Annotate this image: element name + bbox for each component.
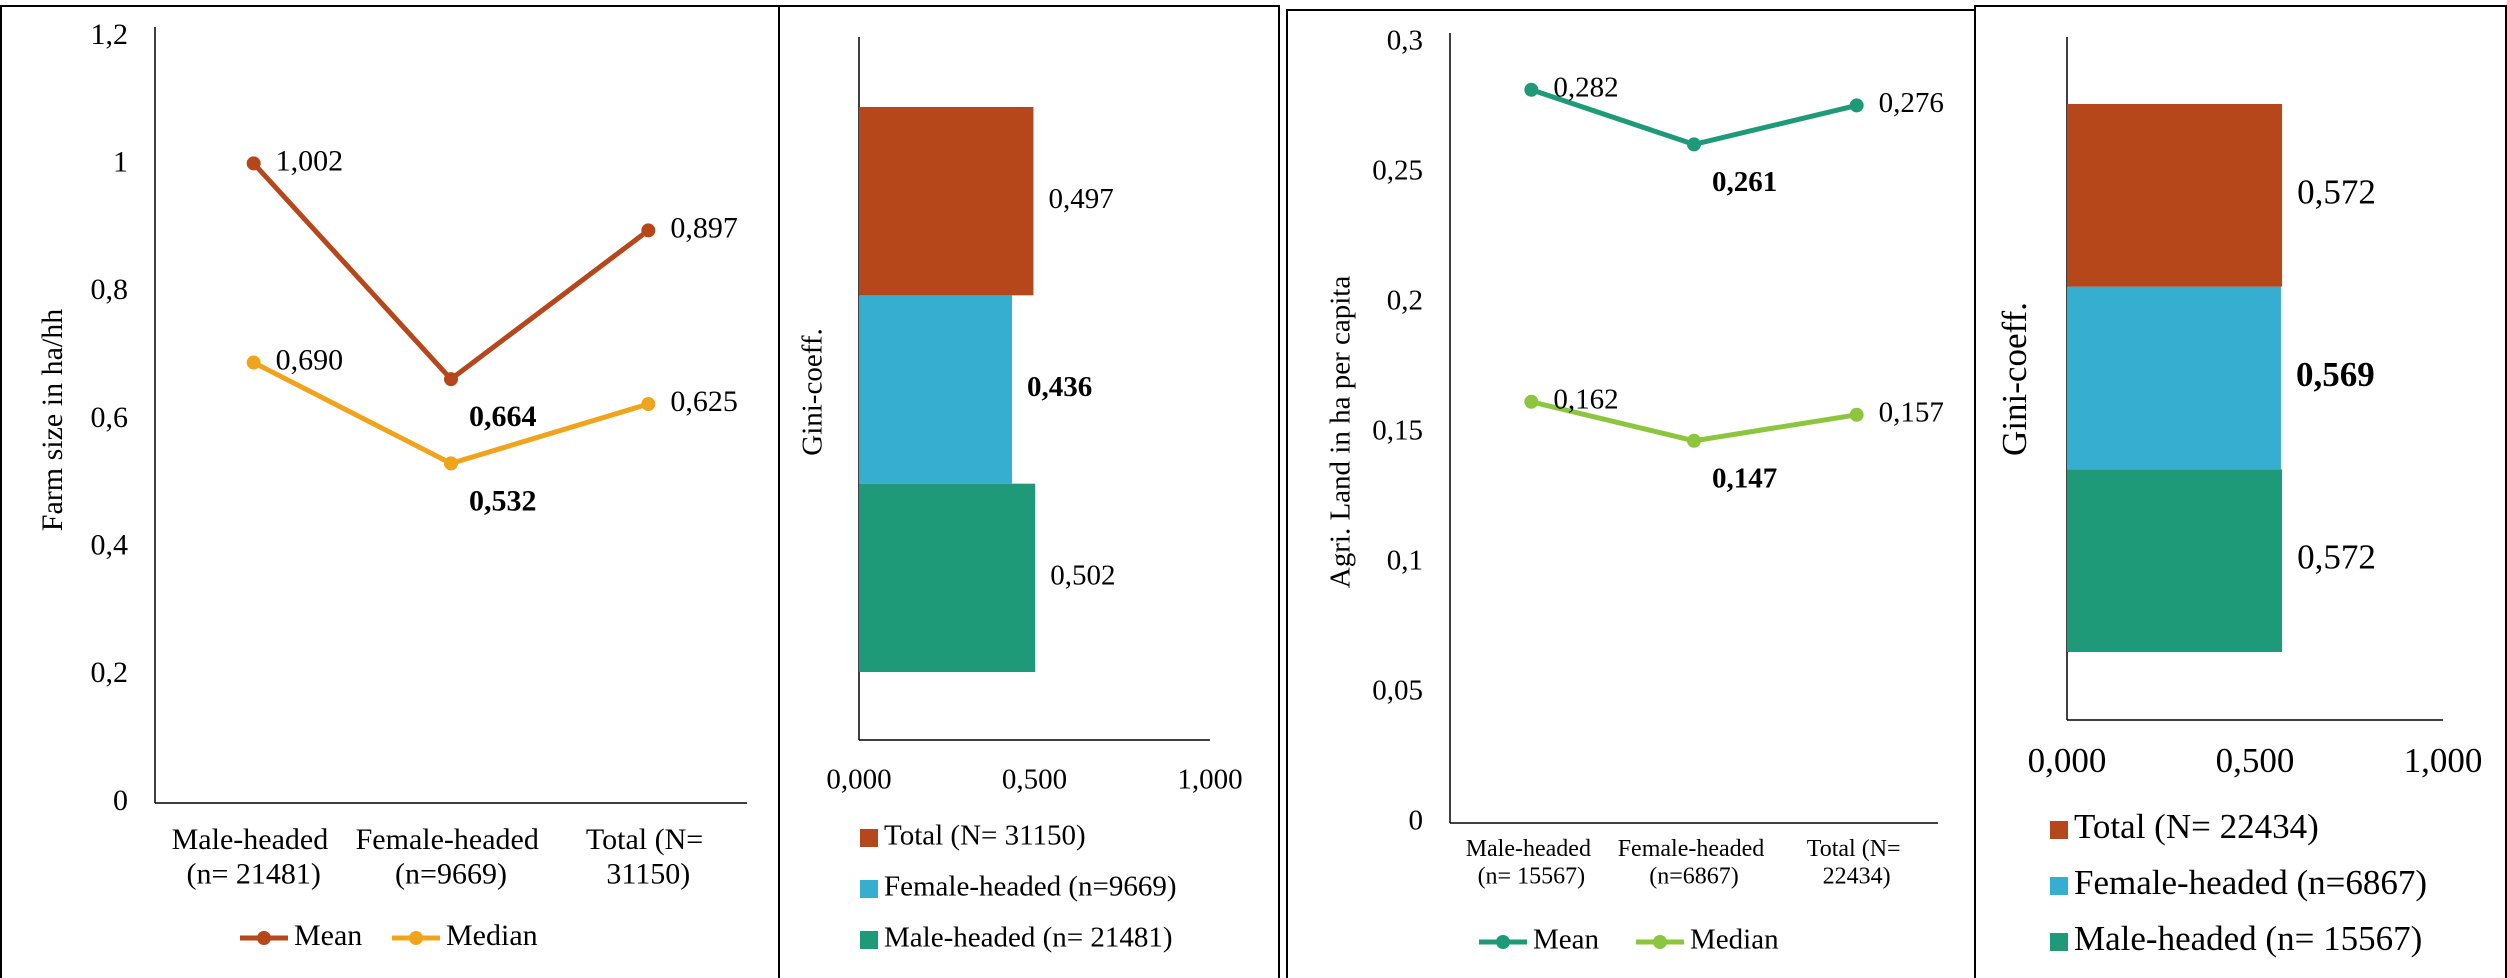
y-tick-label: 0,3: [1387, 25, 1423, 57]
y-tick-label: 0,1: [1387, 545, 1423, 577]
legend-label: Mean: [1533, 924, 1600, 956]
legend-swatch: [860, 931, 878, 949]
data-label: 0,569: [2296, 355, 2375, 394]
data-label: 0,664: [469, 400, 537, 433]
legend-swatch: [2050, 877, 2068, 895]
y-tick-label: 1: [113, 146, 128, 179]
panel-frame: [1974, 5, 2507, 978]
y-tick-label: 0: [113, 784, 128, 817]
data-label: 0,436: [1027, 371, 1092, 403]
legend-label: Male-headed (n= 21481): [884, 922, 1173, 954]
y-axis-label: Farm size in ha/hh: [36, 309, 69, 531]
x-tick-label: Male-headed (n= 15567): [1466, 836, 1597, 890]
x-tick-label: Female-headed (n=6867): [1618, 836, 1771, 890]
x-tick-label: 0,000: [2028, 741, 2107, 780]
legend-marker: [409, 931, 423, 945]
y-tick-label: 1,2: [91, 18, 129, 51]
bar: [859, 483, 1036, 672]
data-point: [1849, 407, 1864, 422]
data-point: [641, 223, 656, 238]
x-tick-label: 0,500: [2216, 741, 2295, 780]
y-tick-label: 0,8: [91, 273, 129, 306]
data-label: 0,572: [2297, 538, 2376, 577]
x-tick-label: 1,000: [1177, 764, 1242, 796]
x-tick-label: 1,000: [2404, 741, 2483, 780]
y-tick-label: 0: [1409, 805, 1424, 837]
data-point: [1687, 433, 1701, 448]
data-point: [1849, 98, 1864, 113]
legend-swatch: [2050, 821, 2068, 839]
data-point: [246, 355, 261, 370]
data-label: 0,276: [1879, 87, 1944, 119]
legend-swatch: [860, 829, 878, 847]
data-point: [444, 456, 458, 471]
y-tick-label: 0,2: [1387, 285, 1423, 317]
y-tick-label: 0,25: [1372, 155, 1423, 187]
data-label: 1,002: [276, 144, 344, 177]
data-point: [1524, 82, 1539, 97]
legend-label: Female-headed (n=6867): [2074, 863, 2427, 902]
legend-marker: [1653, 935, 1667, 949]
y-tick-label: 0,05: [1372, 675, 1423, 707]
x-tick-label: Male-headed (n= 21481): [172, 823, 336, 891]
y-tick-label: 0,15: [1372, 415, 1423, 447]
y-axis-label: Gini-coeff.: [1995, 302, 2034, 456]
data-label: 0,690: [276, 343, 344, 376]
panel-frame: [778, 5, 1280, 978]
x-tick-label: Female-headed (n=9669): [356, 823, 547, 891]
legend-swatch: [860, 880, 878, 898]
data-label: 0,497: [1048, 183, 1113, 215]
data-label: 0,261: [1712, 166, 1777, 198]
y-tick-label: 0,2: [91, 656, 129, 689]
data-label: 0,147: [1712, 462, 1777, 494]
legend-label: Total (N= 22434): [2074, 807, 2319, 846]
data-label: 0,572: [2297, 172, 2376, 211]
y-tick-label: 0,6: [91, 401, 129, 434]
legend-label: Mean: [294, 919, 362, 952]
bar: [2067, 469, 2283, 652]
data-point: [444, 372, 458, 387]
data-point: [1687, 137, 1701, 152]
data-label: 0,897: [670, 211, 738, 244]
data-label: 0,532: [469, 484, 537, 517]
legend-label: Female-headed (n=9669): [884, 871, 1177, 903]
data-point: [246, 156, 261, 171]
legend-marker: [257, 931, 271, 945]
data-point: [1524, 394, 1539, 409]
legend-label: Total (N= 31150): [884, 820, 1086, 852]
data-point: [641, 397, 656, 412]
legend-label: Male-headed (n= 15567): [2074, 919, 2422, 958]
y-tick-label: 0,4: [91, 529, 129, 562]
legend-label: Median: [1690, 924, 1779, 956]
data-label: 0,157: [1879, 396, 1944, 428]
data-label: 0,625: [670, 385, 738, 418]
legend-marker: [1496, 935, 1510, 949]
data-label: 0,282: [1553, 71, 1618, 103]
x-tick-label: 0,000: [826, 764, 891, 796]
legend-swatch: [2050, 933, 2068, 951]
x-tick-label: Total (N= 31150): [586, 823, 711, 891]
bar: [859, 107, 1034, 296]
bar: [2067, 286, 2281, 470]
x-tick-label: 0,500: [1002, 764, 1067, 796]
x-tick-label: Total (N= 22434): [1807, 836, 1907, 890]
y-axis-label: Gini-coeff.: [797, 328, 829, 456]
data-label: 0,162: [1553, 383, 1618, 415]
bar: [2067, 104, 2283, 287]
bar: [859, 295, 1013, 484]
y-axis-label: Agri. Land in ha per capita: [1325, 276, 1357, 589]
data-label: 0,502: [1050, 559, 1115, 591]
legend-label: Median: [446, 919, 538, 952]
